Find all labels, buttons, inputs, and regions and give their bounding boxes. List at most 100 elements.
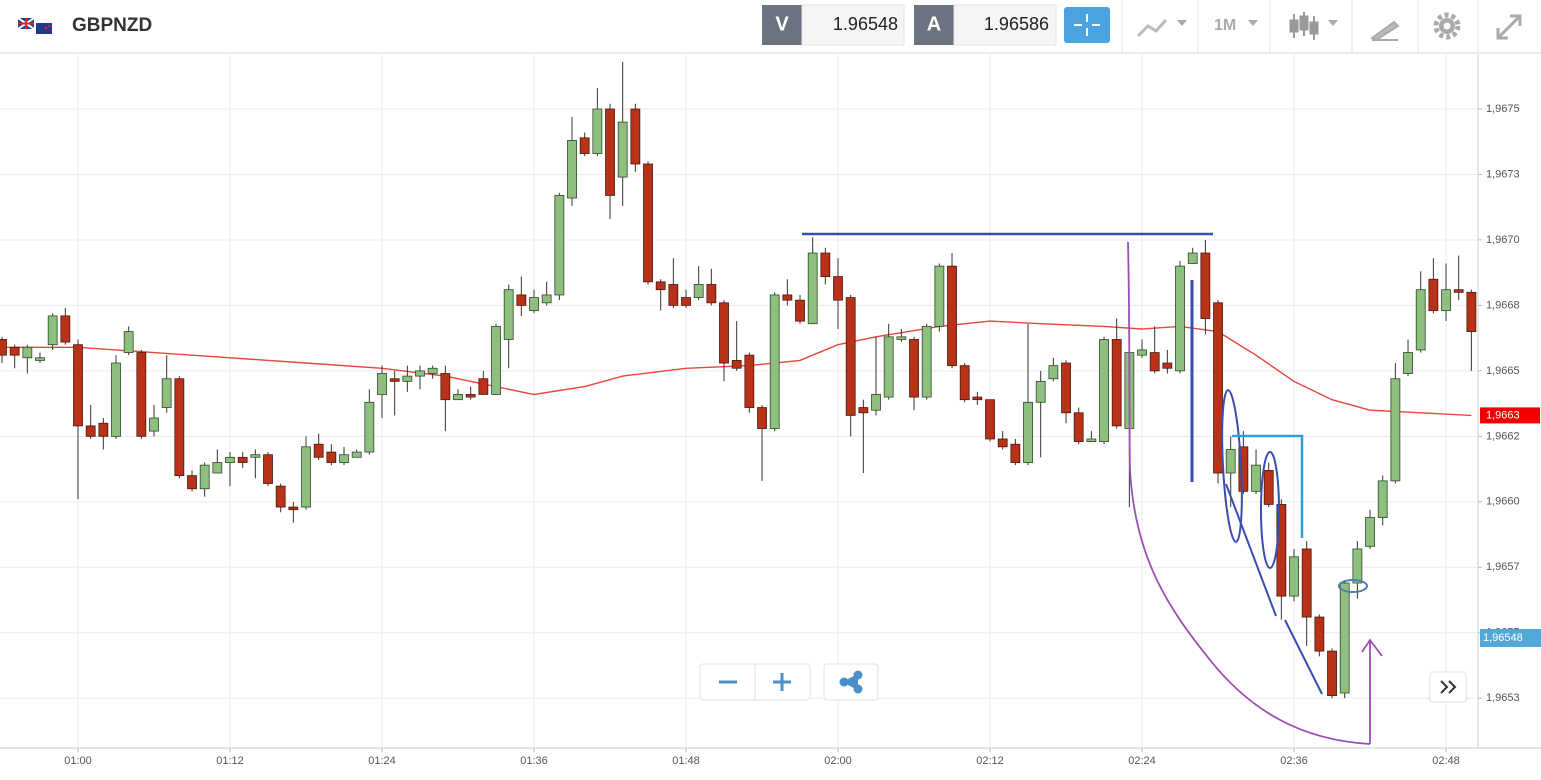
crosshair-button[interactable] [1064,7,1110,43]
candle-body [136,352,147,437]
candle-body [1149,352,1160,372]
candle-body [858,407,869,414]
candle-body [883,336,894,398]
candle-body [1086,438,1097,442]
ask-tag: A [927,13,941,35]
candle-body [630,108,641,165]
candle-body [1111,339,1122,427]
bid-button[interactable] [762,5,802,45]
candle-body [1251,464,1261,492]
candle-body [250,454,261,458]
candle-body [149,417,159,432]
target-bracket [1232,434,1304,538]
candle-body [1390,378,1401,482]
candle-body [1023,401,1033,463]
zoom-in[interactable] [773,673,791,691]
bid-price: 1.96548 [833,14,898,34]
candle-body [681,297,691,306]
candle-body [934,265,945,327]
y-tick-label: 1,9657 [1486,561,1520,573]
zoom-controls [699,663,1467,703]
candle-body [554,195,565,296]
candle-body [60,315,71,343]
candle-body [1010,443,1021,463]
chart-type-icon[interactable] [1289,12,1319,40]
candle-body [313,443,324,458]
crosshair-icon [1074,14,1100,36]
candle-body [541,294,552,304]
candle-body [491,325,501,395]
candle-body [1263,469,1274,505]
candle-body [364,401,375,453]
candle-body [769,294,780,429]
candle-body [896,336,907,340]
y-tick-label: 1,9668 [1486,299,1520,311]
candle-body [605,108,615,196]
draw-icon[interactable] [1370,20,1400,42]
candle-body [757,407,767,429]
candle-body [1073,412,1084,442]
y-tick-label: 1,9670 [1486,234,1520,246]
arrow-mark [1361,638,1383,744]
flag-icon [17,17,52,34]
candle-body [1137,349,1147,356]
candle-body [1428,278,1439,312]
y-tick-label: 1,9665 [1486,365,1520,377]
candle-body [440,373,451,401]
candle-body [453,394,463,401]
circle-mark [1260,451,1280,569]
trend-line [1225,483,1277,617]
price-badge [1480,629,1541,648]
candle-body [415,370,425,377]
candle-body [795,299,805,322]
indicator-icon[interactable] [1136,18,1168,38]
candle-body [212,462,223,474]
candle-body [921,325,932,398]
candle-body [161,378,172,408]
candle-body [706,284,717,304]
x-tick-label: 02:24 [1128,755,1156,767]
candle-body [1301,548,1312,618]
candle-body [731,360,742,369]
x-tick-label: 01:00 [64,755,92,767]
candle-body [275,485,286,508]
candle-body [427,367,438,374]
candle-body [1187,252,1198,264]
y-tick-label: 1,9653 [1486,692,1520,704]
settings-icon[interactable] [1433,12,1461,40]
candle-body [1327,650,1337,697]
candle-body [833,276,843,301]
candle-body [820,252,831,278]
candle-body [263,454,273,484]
candle-body [719,302,729,364]
candle-body [1061,362,1071,414]
candle-body [579,137,590,154]
candle-body [997,438,1008,448]
ask-price: 1.96586 [984,14,1049,34]
candle-body [199,464,210,490]
x-tick-label: 02:12 [976,755,1004,767]
candle-body [1466,291,1477,333]
x-tick-label: 02:36 [1280,755,1308,767]
candle-body [1403,352,1413,374]
ask-box [953,4,1057,46]
circle-mark [1221,389,1243,543]
symbol: GBPNZD [72,15,152,36]
candle-body [1365,517,1375,547]
ask-button[interactable] [914,5,954,45]
plot [0,61,1477,699]
fullscreen-icon[interactable] [1496,14,1522,40]
candle-body [339,454,349,463]
candle-body [301,446,311,508]
candle-body [985,399,995,440]
candle-body [655,281,666,291]
scroll-right-icon [1440,680,1457,694]
candle-body [617,121,628,178]
candle-body [529,297,539,312]
candle-body [1238,446,1249,492]
candle-body [98,422,109,437]
bid-box [801,4,905,46]
x-tick-label: 02:48 [1432,755,1460,767]
timeframe[interactable]: 1M [1214,17,1236,34]
candle-body [174,378,185,477]
